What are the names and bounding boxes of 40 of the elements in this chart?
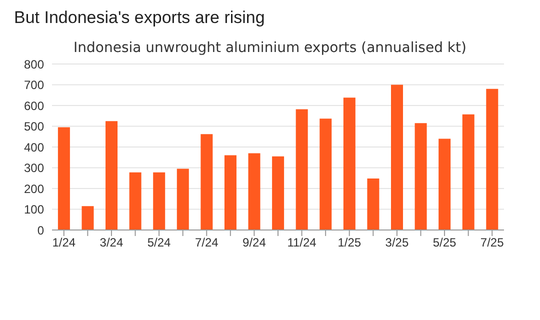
x-tick-label: 11/24 — [287, 236, 317, 250]
bar — [153, 172, 166, 230]
bar — [200, 134, 213, 230]
bar — [367, 178, 380, 230]
x-tick-label: 3/24 — [100, 236, 124, 250]
bar — [296, 109, 308, 230]
bar — [58, 127, 70, 230]
x-tick-label: 3/25 — [385, 236, 409, 250]
y-tick-label: 800 — [24, 57, 44, 72]
bar — [248, 153, 260, 230]
chart-title: But Indonesia's exports are rising — [14, 8, 266, 28]
bar — [176, 168, 189, 230]
bar — [391, 84, 403, 230]
bar — [486, 88, 498, 230]
bar — [224, 155, 236, 230]
bar — [106, 121, 118, 230]
y-tick-label: 300 — [24, 161, 44, 176]
y-tick-label: 500 — [24, 120, 44, 134]
y-tick-label: 200 — [24, 182, 44, 196]
x-tick-label: 7/25 — [480, 236, 504, 250]
x-tick-label: 1/25 — [338, 236, 362, 250]
y-tick-label: 100 — [24, 202, 44, 217]
x-tick-label: 5/24 — [147, 236, 172, 250]
bar — [272, 156, 284, 230]
x-tick-label: 9/24 — [242, 236, 266, 250]
x-tick-label: 1/24 — [52, 236, 76, 250]
bar — [343, 98, 356, 230]
bar — [82, 206, 94, 230]
chart-subtitle: Indonesia unwrought aluminium exports (annualised kt) — [72, 40, 468, 56]
y-tick-label: 700 — [24, 78, 44, 92]
y-tick-label: 400 — [24, 140, 44, 154]
y-tick-label: 600 — [24, 98, 44, 113]
bar — [462, 114, 474, 230]
bar — [320, 118, 332, 230]
x-tick-label: 7/24 — [194, 236, 219, 250]
x-tick-label: 5/25 — [432, 236, 457, 250]
y-tick-label: 0 — [37, 223, 44, 238]
bar — [438, 138, 451, 230]
bar — [129, 172, 142, 230]
bar — [414, 123, 427, 230]
